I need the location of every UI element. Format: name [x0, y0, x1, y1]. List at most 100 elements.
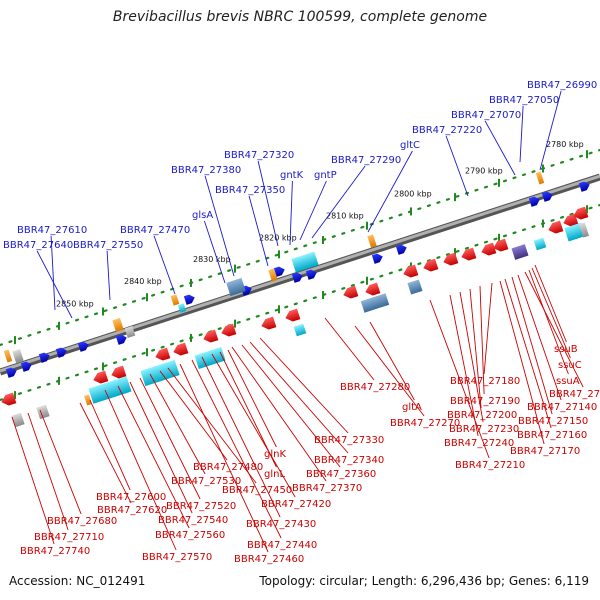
gene-block: [12, 349, 24, 363]
gene-label: BBR47_27430: [246, 519, 316, 530]
leader-line: [104, 389, 177, 551]
gene-block: [293, 323, 307, 337]
leader-line: [36, 250, 73, 319]
leader-line: [517, 274, 562, 401]
gene-label: BBR47_27320: [224, 150, 294, 161]
leader-line: [167, 367, 257, 484]
gene-block: [140, 359, 180, 387]
kbp-tick-label: 2820 kbp: [259, 233, 297, 242]
gene-label: BBR47_27610: [17, 225, 87, 236]
gene-block: [407, 279, 423, 295]
gene-label: glnK: [264, 449, 286, 460]
gene-label: gltC: [400, 140, 420, 151]
gene-label: BBR47_27550: [73, 240, 143, 251]
reverse-gene: [1, 392, 17, 406]
gene-label: BBR47_27350: [215, 185, 285, 196]
kbp-tick-label: 2850 kbp: [56, 299, 94, 308]
reverse-gene: [563, 213, 579, 227]
gene-block: [291, 251, 319, 273]
gene-label: BBR47_27460: [234, 554, 304, 565]
leader-line: [367, 150, 413, 233]
forward-gene: [578, 181, 590, 192]
leader-line: [117, 385, 190, 529]
leader-line: [504, 278, 552, 429]
gene-block: [578, 222, 590, 238]
reverse-gene: [461, 247, 477, 261]
leader-line: [534, 264, 567, 343]
leader-line: [259, 337, 349, 434]
leader-line: [499, 280, 545, 445]
gene-label: BBR47_27440: [247, 540, 317, 551]
gene-label: BBR47_27220: [412, 125, 482, 136]
leader-line: [519, 105, 524, 163]
gene-label: BBR47_27450: [222, 485, 292, 496]
gene-label: BBR47_27540: [158, 515, 228, 526]
gene-label: BBR47_27380: [171, 165, 241, 176]
leader-line: [129, 381, 193, 514]
leader-line: [479, 285, 485, 395]
gene-label: BBR47_27600: [96, 492, 166, 503]
gene-block: [533, 237, 547, 251]
leader-line: [153, 235, 176, 295]
leader-line: [248, 195, 269, 267]
gene-label: BBR47_27290: [331, 155, 401, 166]
gene-label: BBR47_27150: [518, 416, 588, 427]
leader-line: [528, 269, 569, 375]
leader-line: [445, 135, 469, 197]
forward-gene: [5, 367, 17, 378]
gene-block: [170, 294, 180, 306]
leader-line: [524, 271, 584, 388]
forward-gene: [38, 352, 50, 363]
leader-line: [106, 250, 111, 301]
gene-block: [194, 347, 226, 369]
reverse-gene: [403, 264, 419, 278]
forward-gene: [305, 269, 317, 280]
gene-label: BBR47_27050: [489, 95, 559, 106]
leader-line: [241, 344, 341, 468]
gene-label: BBR47_27740: [20, 546, 90, 557]
gene-label: gltA: [402, 402, 422, 413]
reverse-gene: [343, 285, 359, 299]
reverse-gene: [423, 258, 439, 272]
leader-line: [311, 165, 366, 239]
gene-label: glsA: [192, 210, 213, 221]
reverse-gene: [221, 323, 237, 337]
gene-label: BBR47_27130: [549, 389, 600, 400]
leader-line: [289, 180, 293, 246]
forward-gene: [55, 347, 67, 358]
leader-line: [227, 349, 277, 448]
leader-line: [204, 175, 235, 277]
leader-line: [27, 412, 69, 531]
kbp-tick-label: 2780 kbp: [546, 140, 584, 149]
gene-label: BBR47_27270: [390, 418, 460, 429]
gene-label: BBR47_27710: [34, 532, 104, 543]
leader-line: [11, 416, 55, 545]
leader-line: [354, 325, 425, 417]
leader-line: [483, 282, 493, 375]
kbp-tick-label: 2800 kbp: [394, 189, 432, 198]
leader-line: [139, 377, 201, 500]
leader-line: [469, 288, 482, 409]
leader-line: [531, 267, 571, 359]
gene-label: BBR47_27230: [449, 424, 519, 435]
leader-line: [89, 399, 131, 491]
reverse-gene: [173, 342, 189, 356]
forward-gene: [77, 341, 89, 352]
gene-block: [268, 268, 278, 282]
gene-block: [177, 303, 187, 313]
reverse-gene: [93, 370, 109, 384]
gene-label: BBR47_27330: [314, 435, 384, 446]
gene-block: [360, 293, 390, 313]
leader-line: [79, 402, 132, 504]
gene-label: BBR47_27140: [527, 402, 597, 413]
leader-line: [191, 359, 282, 539]
gene-label: glnL: [264, 469, 285, 480]
reverse-gene: [573, 206, 589, 220]
gene-label: ssuA: [556, 376, 580, 387]
forward-gene: [395, 244, 407, 255]
gene-label: ssuC: [558, 360, 582, 371]
gene-label: BBR47_27160: [517, 430, 587, 441]
gene-label: BBR47_27240: [444, 438, 514, 449]
topology-summary: Topology: circular; Length: 6,296,436 bp…: [259, 574, 589, 588]
